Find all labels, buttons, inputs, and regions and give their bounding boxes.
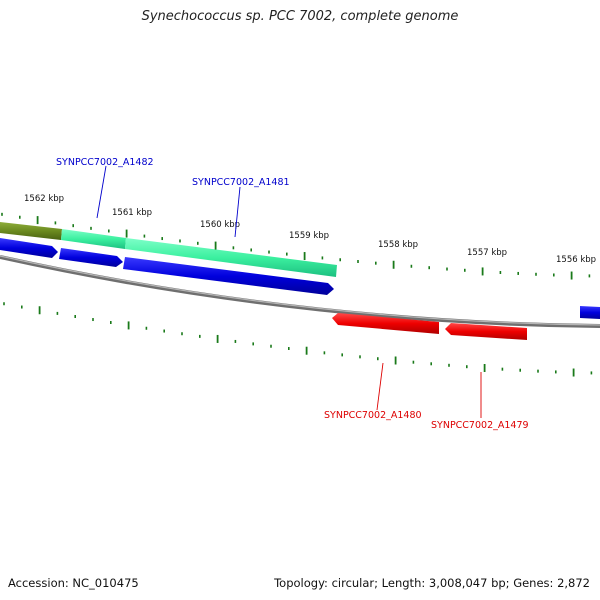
highlight-block-teal-2: [125, 238, 337, 277]
tick-labels: 1562 kbp 1561 kbp 1560 kbp 1559 kbp 1558…: [24, 194, 596, 265]
gene-label: SYNPCC7002_A1479: [431, 420, 529, 431]
highlight-blocks: [0, 222, 337, 277]
tick-label: 1557 kbp: [467, 248, 507, 258]
gene-label-leader: [234, 186, 241, 238]
map-title: Synechococcus sp. PCC 7002, complete gen…: [141, 9, 459, 24]
highlight-block-olive: [0, 222, 62, 240]
tick-label: 1558 kbp: [378, 240, 418, 250]
gene-arrow-forward: [580, 306, 600, 319]
tick-label: 1559 kbp: [289, 231, 329, 241]
gene-label-leader: [376, 362, 384, 411]
gene-arrow-forward: [123, 257, 334, 295]
gene-label-leader: [96, 165, 107, 219]
gene-label: SYNPCC7002_A1480: [324, 410, 422, 421]
forward-genes: [0, 238, 600, 319]
tick-label: 1560 kbp: [200, 220, 240, 230]
tick-label: 1556 kbp: [556, 255, 596, 265]
gene-arrow-reverse: [445, 323, 527, 340]
gene-arrow-reverse: [332, 313, 439, 334]
genome-backbone: [0, 255, 600, 328]
scale-ticks-upper: [1, 212, 591, 280]
scale-ticks-lower: [3, 302, 593, 377]
tick-label: 1562 kbp: [24, 194, 64, 204]
reverse-genes: [332, 313, 527, 340]
tick-label: 1561 kbp: [112, 208, 152, 218]
genome-summary-text: Topology: circular; Length: 3,008,047 bp…: [274, 576, 590, 590]
accession-text: Accession: NC_010475: [8, 576, 139, 590]
gene-label: SYNPCC7002_A1481: [192, 177, 290, 188]
gene-label: SYNPCC7002_A1482: [56, 157, 154, 168]
gene-arrow-forward: [59, 248, 123, 267]
gene-arrow-forward: [0, 238, 58, 258]
highlight-block-teal-1: [61, 229, 126, 249]
